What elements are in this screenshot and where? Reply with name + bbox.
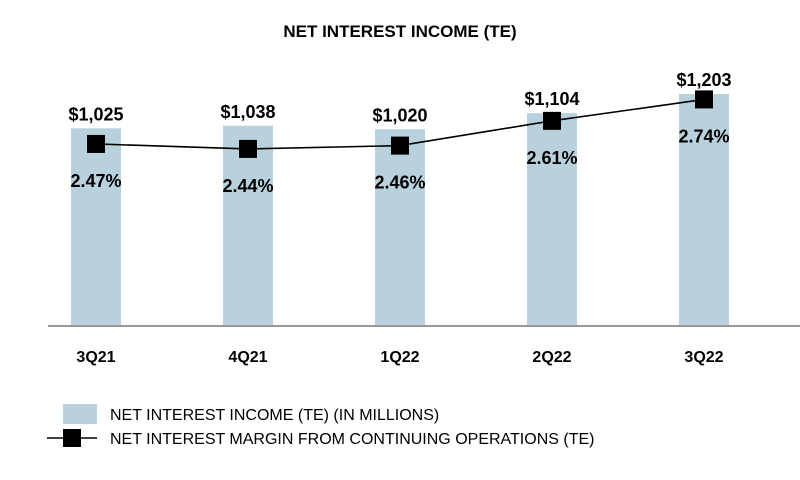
bar-3q22 (679, 94, 729, 326)
x-tick-label-4q21: 4Q21 (228, 349, 267, 366)
chart-title: NET INTEREST INCOME (TE) (283, 22, 516, 41)
margin-marker-3q21 (87, 134, 105, 153)
bar-value-label-3q22: $1,203 (676, 70, 731, 90)
margin-value-label-3q21: 2.47% (70, 171, 121, 191)
bar-4q21 (223, 125, 273, 326)
margin-value-label-2q22: 2.61% (526, 148, 577, 168)
margin-value-label-1q22: 2.46% (374, 173, 425, 193)
bar-value-label-3q21: $1,025 (68, 104, 123, 124)
bar-2q22 (527, 113, 577, 326)
legend-swatch-net-interest-income (63, 404, 97, 424)
legend-label-net-interest-income: NET INTEREST INCOME (TE) (IN MILLIONS) (110, 407, 439, 424)
margin-value-label-3q22: 2.74% (678, 126, 729, 146)
bar-value-label-1q22: $1,020 (372, 105, 427, 125)
bar-3q21 (71, 128, 121, 326)
margin-marker-4q21 (239, 139, 257, 158)
x-tick-label-3q21: 3Q21 (76, 349, 115, 366)
x-tick-label-1q22: 1Q22 (380, 349, 419, 366)
bars-layer: $1,025 $1,038 $1,020 $1,104 $1,203 (68, 70, 732, 326)
legend: NET INTEREST INCOME (TE) (IN MILLIONS) N… (47, 404, 594, 448)
margin-marker-3q22 (695, 90, 713, 109)
margin-marker-2q22 (543, 111, 561, 130)
x-tick-labels: 3Q21 4Q21 1Q22 2Q22 3Q22 (76, 349, 723, 366)
x-tick-label-3q22: 3Q22 (684, 349, 723, 366)
line-layer: 2.47% 2.44% 2.46% 2.61% 2.74% (70, 90, 730, 196)
margin-value-label-4q21: 2.44% (222, 176, 273, 196)
legend-label-net-interest-margin: NET INTEREST MARGIN FROM CONTINUING OPER… (110, 431, 594, 448)
bar-1q22 (375, 129, 425, 326)
bar-value-label-4q21: $1,038 (220, 102, 275, 122)
legend-marker-net-interest-margin (63, 429, 81, 447)
bar-value-label-2q22: $1,104 (524, 89, 579, 109)
margin-marker-1q22 (391, 136, 409, 155)
x-tick-label-2q22: 2Q22 (532, 349, 571, 366)
